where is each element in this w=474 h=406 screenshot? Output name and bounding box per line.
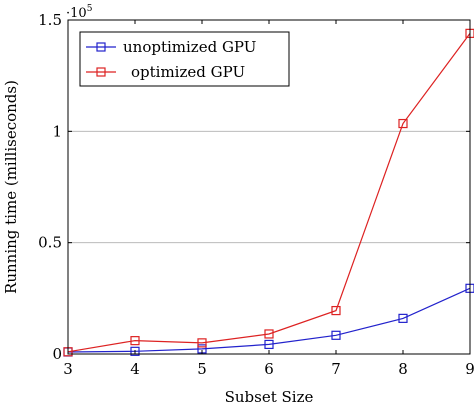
series-line-unoptimized-gpu	[67, 287, 471, 353]
x-tick-label: 7	[331, 360, 341, 378]
data-point-unoptimized-gpu	[264, 339, 274, 350]
data-point-unoptimized-gpu	[331, 330, 341, 340]
grid-lines	[68, 130, 470, 244]
y-scale-label: ·105	[66, 4, 93, 21]
legend-entry-unoptimized-gpu: unoptimized GPU	[86, 38, 256, 56]
x-tick-label: 8	[398, 360, 408, 378]
data-point-unoptimized-gpu	[398, 313, 408, 323]
x-tick-label: 4	[130, 360, 140, 378]
y-tick-label: 1	[52, 122, 62, 140]
legend-marker-unoptimized-gpu	[96, 42, 106, 52]
series-line-optimized-gpu	[67, 33, 471, 353]
y-tick-label: 0	[52, 345, 62, 363]
y-ticks: 0 0.5 1 1.5	[38, 11, 470, 363]
y-tick-label: 1.5	[38, 11, 62, 29]
data-point-unoptimized-gpu	[130, 346, 140, 356]
y-axis-label: Running time (milliseconds)	[2, 80, 20, 294]
data-point-optimized-gpu	[331, 305, 341, 316]
legend-label-unoptimized-gpu: unoptimized GPU	[123, 38, 256, 56]
data-point-optimized-gpu	[130, 336, 140, 346]
data-point-optimized-gpu	[264, 329, 274, 339]
legend-entry-optimized-gpu: optimized GPU	[86, 63, 245, 81]
x-tick-label: 6	[264, 360, 274, 378]
data-point-optimized-gpu	[398, 118, 408, 129]
legend-label-optimized-gpu: optimized GPU	[131, 63, 245, 81]
legend-marker-optimized-gpu	[96, 67, 106, 77]
x-axis-label: Subset Size	[225, 388, 314, 406]
y-tick-label: 0.5	[38, 234, 62, 252]
x-tick-label: 5	[197, 360, 207, 378]
x-tick-label: 9	[465, 360, 474, 378]
legend-box	[79, 31, 290, 87]
x-ticks: 3 4 5 6 7 8 9	[63, 20, 474, 378]
legend: unoptimized GPU optimized GPU	[79, 31, 290, 87]
x-tick-label: 3	[63, 360, 73, 378]
data-point-optimized-gpu	[197, 338, 207, 348]
